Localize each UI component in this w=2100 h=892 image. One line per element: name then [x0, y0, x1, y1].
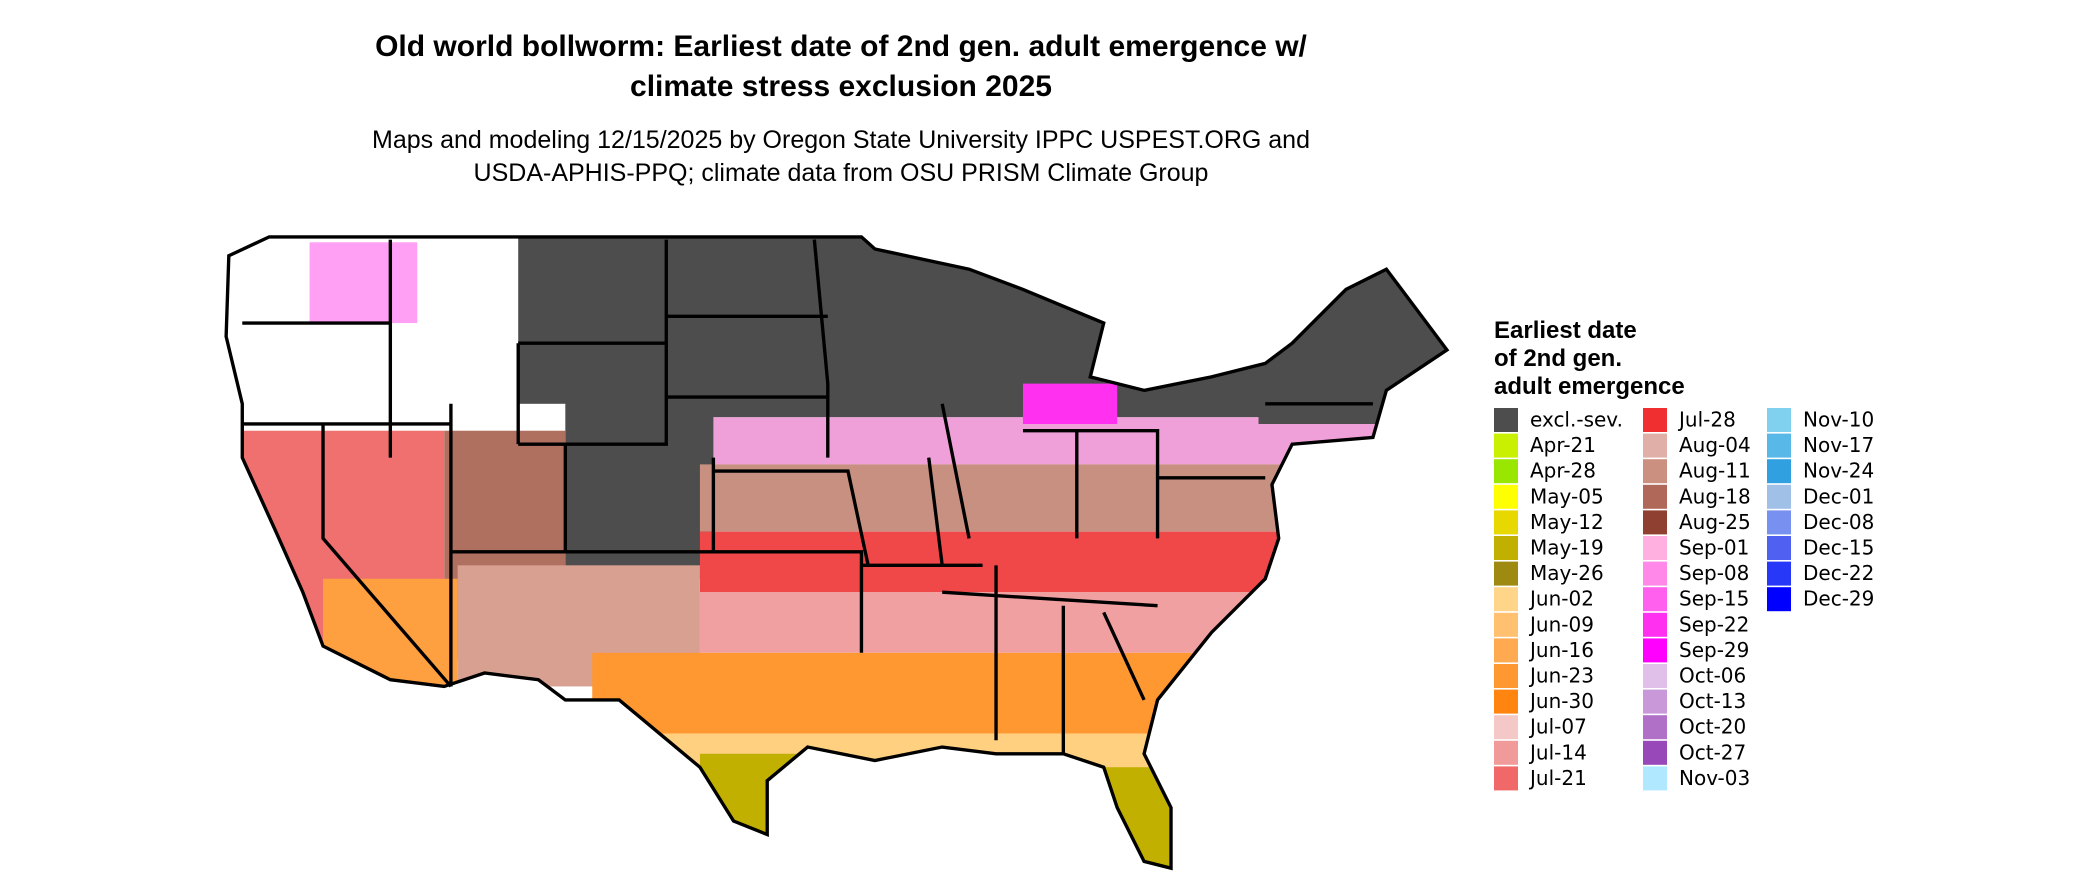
subtitle: Maps and modeling 12/15/2025 by Oregon S…	[372, 126, 1310, 154]
legend-label: Oct-20	[1679, 715, 1746, 739]
legend-label: Jul-21	[1528, 766, 1587, 790]
legend-label: Apr-21	[1530, 433, 1596, 457]
legend-label: Jun-09	[1528, 612, 1594, 636]
legend-label: May-19	[1530, 536, 1604, 560]
legend-label: Dec-08	[1803, 510, 1874, 534]
legend-swatch	[1494, 612, 1518, 637]
legend-label: Dec-01	[1803, 484, 1874, 508]
legend-label: Sep-29	[1679, 638, 1749, 662]
legend-label: Apr-28	[1530, 459, 1596, 483]
legend-title: Earliest date	[1494, 317, 1637, 344]
legend-label: Oct-06	[1679, 664, 1746, 688]
legend-swatch	[1767, 536, 1791, 560]
legend-swatch	[1494, 561, 1518, 586]
legend-swatch	[1494, 689, 1518, 714]
legend-label: Oct-13	[1679, 689, 1746, 713]
legend-label: Jun-30	[1528, 689, 1594, 713]
legend-label: Aug-04	[1679, 433, 1751, 457]
legend-swatch	[1643, 740, 1667, 765]
legend-label: Jul-28	[1677, 408, 1736, 432]
legend-label: Nov-03	[1679, 766, 1750, 790]
legend-swatch	[1767, 433, 1791, 458]
legend-label: Sep-15	[1679, 587, 1749, 611]
legend-swatch	[1643, 561, 1667, 586]
legend-swatch	[1643, 612, 1667, 637]
legend-swatch	[1643, 459, 1667, 484]
legend-label: Sep-22	[1679, 612, 1749, 636]
legend-label: Nov-10	[1803, 408, 1874, 432]
title: climate stress exclusion 2025	[630, 70, 1052, 103]
legend-label: Jul-07	[1528, 715, 1587, 739]
legend-label: May-05	[1530, 484, 1604, 508]
legend-label: Oct-27	[1679, 740, 1746, 764]
legend-swatch	[1643, 766, 1667, 791]
legend-swatch	[1494, 536, 1518, 560]
legend-swatch	[1494, 664, 1518, 688]
legend-label: Aug-11	[1679, 459, 1751, 483]
legend-swatch	[1494, 484, 1518, 509]
legend-swatch	[1643, 715, 1667, 740]
state-borders	[224, 235, 1450, 871]
legend-label: Nov-24	[1803, 459, 1874, 483]
legend-swatch	[1643, 484, 1667, 509]
legend-swatch	[1767, 561, 1791, 586]
legend-swatch	[1494, 715, 1518, 740]
legend-swatch	[1494, 408, 1518, 432]
legend-swatch	[1643, 536, 1667, 560]
legend-label: Jun-02	[1528, 587, 1594, 611]
legend-swatch	[1643, 408, 1667, 432]
legend-swatch	[1643, 510, 1667, 535]
legend-label: Aug-18	[1679, 484, 1751, 508]
legend-swatch	[1767, 510, 1791, 535]
legend: excl.-sev.Apr-21Apr-28May-05May-12May-19…	[1494, 408, 1874, 791]
legend-label: Dec-15	[1803, 536, 1874, 560]
legend-label: Sep-08	[1679, 561, 1749, 585]
title: Old world bollworm: Earliest date of 2nd…	[375, 30, 1307, 63]
legend-swatch	[1767, 484, 1791, 509]
legend-swatch	[1643, 638, 1667, 663]
legend-label: Sep-01	[1679, 536, 1749, 560]
legend-swatch	[1767, 459, 1791, 484]
legend-title: of 2nd gen.	[1494, 345, 1622, 372]
legend-swatch	[1494, 638, 1518, 663]
legend-swatch	[1494, 587, 1518, 612]
legend-swatch	[1494, 766, 1518, 791]
legend-swatch	[1643, 689, 1667, 714]
legend-label: excl.-sev.	[1530, 408, 1623, 432]
legend-title: adult emergence	[1494, 373, 1685, 400]
map-fill	[226, 236, 1447, 869]
legend-label: May-12	[1530, 510, 1604, 534]
legend-label: Nov-17	[1803, 433, 1874, 457]
legend-swatch	[1494, 459, 1518, 484]
legend-swatch	[1643, 433, 1667, 458]
legend-swatch	[1494, 433, 1518, 458]
legend-swatch	[1643, 664, 1667, 688]
legend-label: Aug-25	[1679, 510, 1751, 534]
legend-label: Dec-29	[1803, 587, 1874, 611]
legend-swatch	[1767, 587, 1791, 612]
legend-swatch	[1494, 740, 1518, 765]
legend-swatch	[1643, 587, 1667, 612]
subtitle: USDA-APHIS-PPQ; climate data from OSU PR…	[474, 159, 1209, 187]
legend-swatch	[1494, 510, 1518, 535]
legend-label: Jul-14	[1528, 740, 1587, 764]
legend-label: May-26	[1530, 561, 1604, 585]
legend-label: Dec-22	[1803, 561, 1874, 585]
legend-swatch	[1767, 408, 1791, 432]
map	[224, 235, 1450, 871]
legend-label: Jun-16	[1528, 638, 1594, 662]
legend-label: Jun-23	[1528, 664, 1594, 688]
